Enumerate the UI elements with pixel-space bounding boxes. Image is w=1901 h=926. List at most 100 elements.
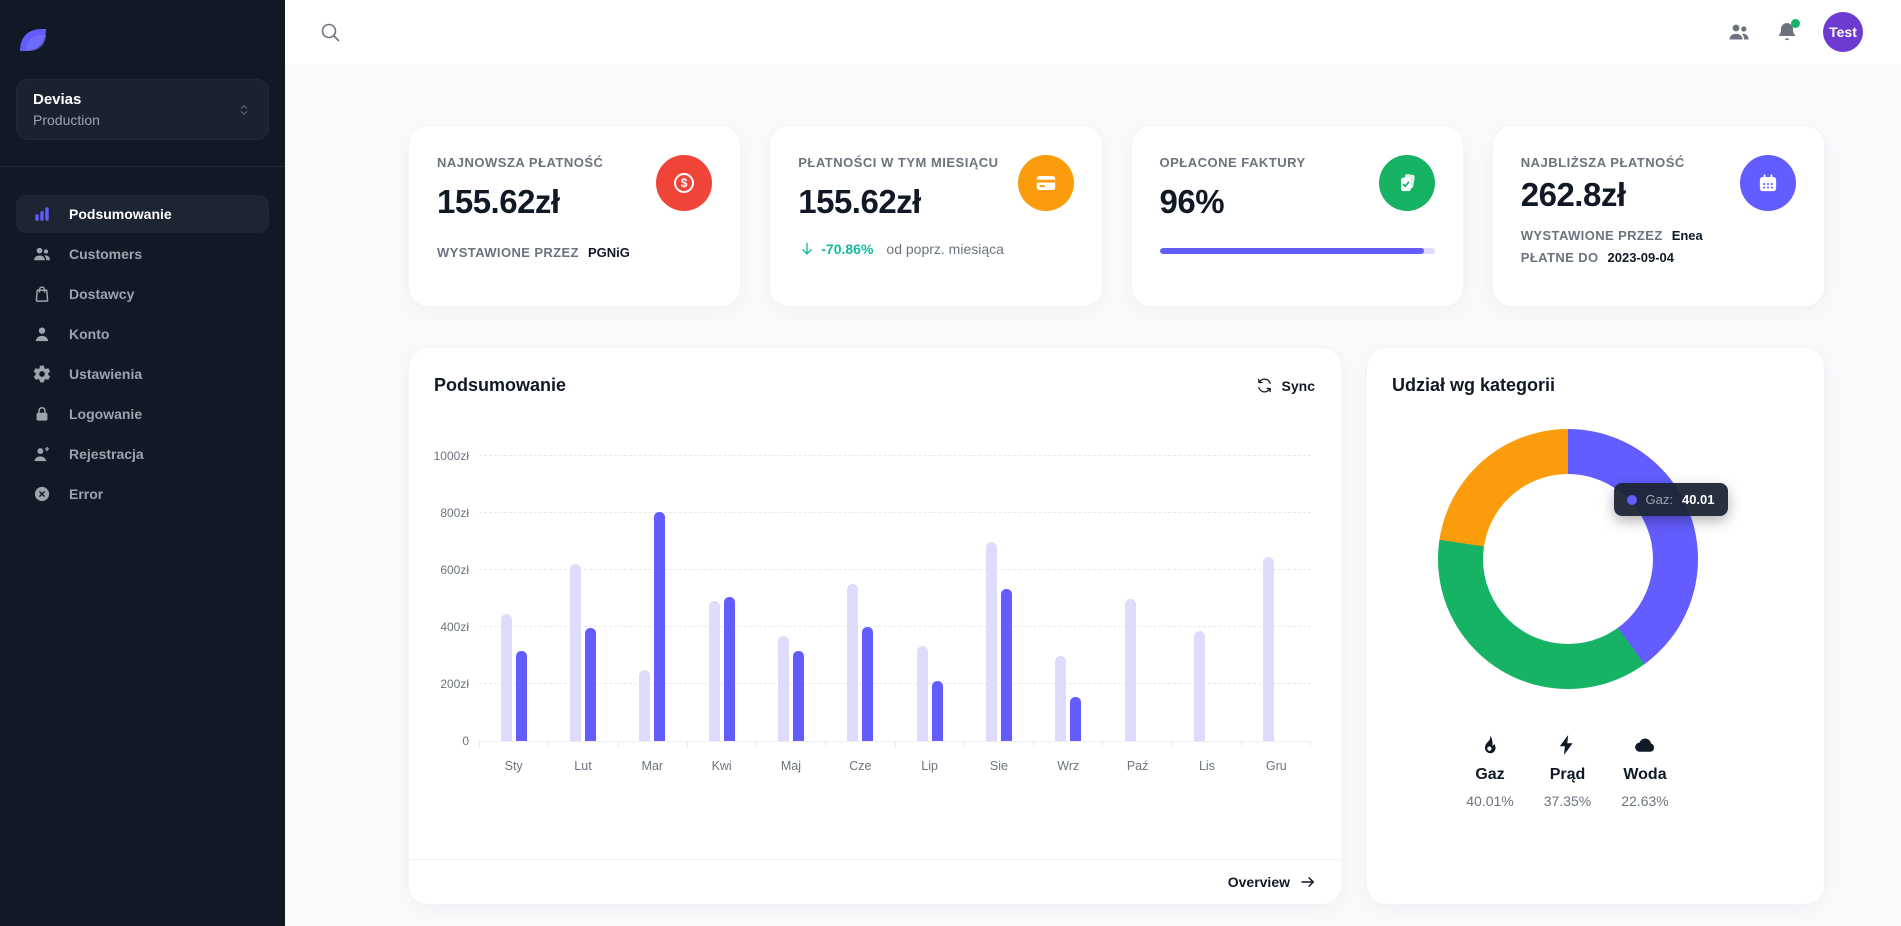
stat-delta-row: -70.86% od poprz. miesiąca — [798, 240, 1073, 258]
bar-group-kwi[interactable] — [687, 456, 756, 741]
sidebar-item-konto[interactable]: Konto — [16, 315, 269, 353]
bar-group-maj[interactable] — [756, 456, 825, 741]
sidebar-item-podsumowanie[interactable]: Podsumowanie — [16, 195, 269, 233]
stat-meta: WYSTAWIONE PRZEZ PGNiG — [437, 245, 630, 260]
overview-button[interactable]: Overview — [1228, 873, 1317, 891]
main-area: Test NAJNOWSZA PŁATNOŚĆ 155.62zł WYSTAWI… — [285, 0, 1901, 926]
bar — [847, 584, 859, 741]
legend-percentage: 22.63% — [1621, 793, 1669, 809]
x-tick — [549, 742, 619, 747]
stat-card-latest-payment: NAJNOWSZA PŁATNOŚĆ 155.62zł WYSTAWIONE P… — [408, 125, 742, 307]
x-tick — [1103, 742, 1173, 747]
stat-value: 155.62zł — [798, 183, 921, 220]
x-label: Paź — [1126, 759, 1149, 773]
x-tick — [826, 742, 896, 747]
bar — [792, 651, 804, 741]
bar-group-lis[interactable] — [1172, 456, 1241, 741]
x-label: Mar — [641, 759, 664, 773]
y-tick-label: 1000zł — [433, 449, 469, 463]
bar — [777, 635, 789, 741]
bar-group-mar[interactable] — [618, 456, 687, 741]
cloud-icon — [1633, 733, 1657, 757]
users-icon — [32, 244, 52, 264]
delta-note: od poprz. miesiąca — [886, 241, 1004, 257]
sidebar-item-logowanie[interactable]: Logowanie — [16, 395, 269, 433]
bar — [916, 645, 928, 741]
chevron-up-down-icon — [236, 102, 252, 118]
bar-chart: 0 200zł 400zł 600zł 800zł 1000zł Sty Lut Mar Kwi… — [409, 396, 1341, 859]
x-label: Lip — [921, 759, 938, 773]
sidebar-nav: Podsumowanie Customers Dostawcy Konto Ustawi… — [16, 195, 269, 513]
sidebar-item-label: Ustawienia — [69, 366, 143, 382]
shopping-bag-icon — [32, 284, 52, 304]
bar — [639, 669, 651, 741]
stat-label: NAJBLIŻSZA PŁATNOŚĆ — [1520, 155, 1685, 170]
notification-dot — [1791, 19, 1800, 28]
bar-group-cze[interactable] — [826, 456, 895, 741]
dollar-circle-icon: $ — [656, 155, 713, 211]
bar-group-lip[interactable] — [895, 456, 964, 741]
x-label: Cze — [849, 759, 872, 773]
bar-group-paź[interactable] — [1103, 456, 1172, 741]
stat-card-monthly-payments: PŁATNOŚCI W TYM MIESIĄCU 155.62zł -70.86… — [769, 125, 1103, 307]
users-icon — [1727, 20, 1751, 44]
bar-group-gru[interactable] — [1242, 456, 1311, 741]
y-tick-label: 600zł — [440, 563, 469, 577]
contacts-button[interactable] — [1727, 20, 1751, 44]
arrow-down-icon — [798, 240, 816, 258]
sidebar-item-ustawienia[interactable]: Ustawienia — [16, 355, 269, 393]
bar-chart-x-labels: Sty Lut Mar Kwi Maj Cze Lip Sie Wrz Paź Lis Gru — [479, 759, 1311, 773]
refresh-icon — [1256, 377, 1273, 394]
progress-fill — [1159, 248, 1424, 254]
user-icon — [32, 324, 52, 344]
sidebar-item-label: Rejestracja — [69, 446, 144, 462]
sidebar-item-error[interactable]: Error — [16, 475, 269, 513]
sidebar-item-dostawcy[interactable]: Dostawcy — [16, 275, 269, 313]
search-button[interactable] — [318, 20, 342, 44]
topbar: Test — [285, 0, 1901, 64]
x-tick — [619, 742, 688, 747]
tooltip-label: Gaz: — [1645, 492, 1673, 507]
lightning-icon — [1555, 733, 1579, 757]
bar — [862, 627, 874, 741]
bar — [985, 541, 997, 741]
x-tick — [479, 742, 550, 747]
notifications-button[interactable] — [1775, 19, 1800, 44]
donut-legend: Gaz 40.01% Prąd 37.35% Woda 22.63% — [1466, 733, 1669, 809]
bar — [931, 681, 943, 741]
x-tick — [965, 742, 1034, 747]
gridline — [479, 512, 1311, 513]
sidebar-item-label: Podsumowanie — [69, 206, 172, 222]
donut-chart[interactable]: Gaz: 40.01 — [1437, 429, 1728, 689]
avatar[interactable]: Test — [1823, 12, 1863, 52]
bar-group-lut[interactable] — [548, 456, 617, 741]
bar — [500, 614, 512, 741]
bar-group-sie[interactable] — [964, 456, 1033, 741]
credit-card-icon — [1017, 155, 1074, 211]
panel-title: Udział wg kategorii — [1392, 375, 1556, 395]
x-tick — [688, 742, 757, 747]
bar-chart-y-axis: 0 200zł 400zł 600zł 800zł 1000zł — [431, 449, 479, 748]
sidebar-item-customers[interactable]: Customers — [16, 235, 269, 273]
bar-chart-plot — [479, 455, 1311, 741]
workspace-selector[interactable]: Devias Production — [16, 79, 269, 140]
bar — [723, 597, 735, 741]
bar-group-wrz[interactable] — [1034, 456, 1103, 741]
dashboard-content: NAJNOWSZA PŁATNOŚĆ 155.62zł WYSTAWIONE P… — [285, 64, 1901, 905]
sync-button[interactable]: Sync — [1256, 377, 1315, 394]
gridline — [479, 569, 1311, 570]
x-circle-icon — [32, 484, 52, 504]
x-label: Kwi — [711, 759, 732, 773]
bar — [584, 628, 596, 741]
bar-group-sty[interactable] — [479, 456, 548, 741]
receipt-check-icon — [1378, 155, 1435, 211]
svg-text:$: $ — [681, 176, 688, 190]
legend-percentage: 40.01% — [1466, 793, 1514, 809]
stat-label: PŁATNOŚCI W TYM MIESIĄCU — [798, 155, 999, 170]
bar-chart-x-axis — [479, 741, 1311, 747]
gear-icon — [32, 364, 52, 384]
sidebar-item-rejestracja[interactable]: Rejestracja — [16, 435, 269, 473]
tooltip-series-dot — [1626, 494, 1637, 505]
legend-item-gaz: Gaz 40.01% — [1466, 733, 1514, 809]
x-tick — [1034, 742, 1104, 747]
